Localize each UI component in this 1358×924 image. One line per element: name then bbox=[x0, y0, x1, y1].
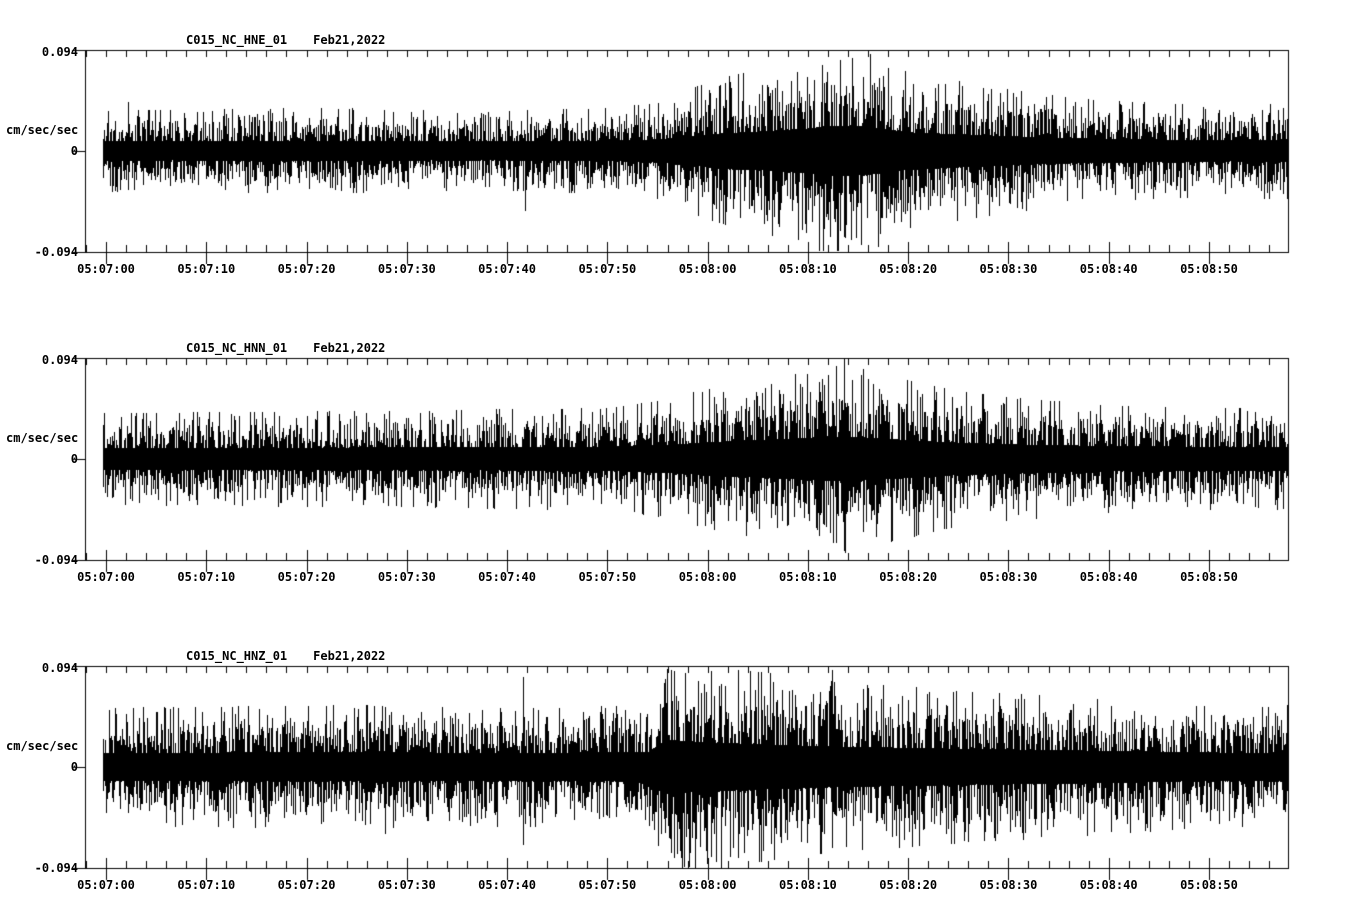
station-label: C015_NC_HNZ_01 bbox=[186, 649, 288, 663]
x-tick-label: 05:07:50 bbox=[578, 570, 637, 584]
x-tick-label: 05:07:40 bbox=[478, 570, 536, 584]
x-tick-label: 05:07:10 bbox=[177, 262, 236, 276]
x-tick-label: 05:07:30 bbox=[377, 262, 436, 276]
y-tick-min: -0.094 bbox=[34, 245, 78, 259]
x-tick-label: 05:07:50 bbox=[578, 878, 637, 892]
x-tick-label: 05:08:30 bbox=[979, 878, 1038, 892]
x-tick-label: 05:07:10 bbox=[177, 878, 236, 892]
time-axis-labels: 05:07:00 05:07:10 05:07:20 05:07:30 05:07:40… bbox=[0, 262, 1358, 278]
x-tick-label: 05:07:10 bbox=[177, 570, 236, 584]
x-tick-label: 05:08:30 bbox=[979, 570, 1038, 584]
x-tick-label: 05:07:40 bbox=[478, 878, 536, 892]
x-tick-label: 05:08:30 bbox=[979, 262, 1038, 276]
x-tick-label: 05:08:20 bbox=[879, 878, 938, 892]
x-tick-label: 05:08:10 bbox=[778, 262, 837, 276]
x-tick-label: 05:07:40 bbox=[478, 262, 536, 276]
trace-title: C015_NC_HNZ_01 Feb21,2022 bbox=[186, 649, 385, 663]
x-tick-label: 05:07:30 bbox=[377, 570, 436, 584]
y-tick-zero: 0 bbox=[70, 760, 78, 774]
station-label: C015_NC_HNN_01 bbox=[186, 341, 288, 355]
y-axis-units: cm/sec/sec bbox=[6, 431, 79, 445]
y-tick-max: 0.094 bbox=[41, 353, 78, 367]
x-tick-label: 05:08:50 bbox=[1180, 878, 1238, 892]
x-tick-label: 05:07:20 bbox=[277, 262, 336, 276]
station-label: C015_NC_HNE_01 bbox=[186, 33, 288, 47]
date-label: Feb21,2022 bbox=[313, 341, 386, 355]
x-tick-label: 05:08:50 bbox=[1180, 570, 1238, 584]
y-tick-min: -0.094 bbox=[34, 861, 78, 875]
y-axis-units: cm/sec/sec bbox=[6, 739, 79, 753]
trace-title: C015_NC_HNE_01 Feb21,2022 bbox=[186, 33, 385, 47]
x-tick-label: 05:08:20 bbox=[879, 262, 938, 276]
x-tick-label: 05:08:00 bbox=[678, 262, 737, 276]
x-tick-label: 05:07:00 bbox=[77, 262, 135, 276]
x-tick-label: 05:08:10 bbox=[778, 570, 837, 584]
x-tick-label: 05:08:40 bbox=[1079, 878, 1138, 892]
x-tick-label: 05:08:00 bbox=[678, 878, 737, 892]
x-tick-label: 05:08:00 bbox=[678, 570, 737, 584]
time-axis-labels: 05:07:00 05:07:10 05:07:20 05:07:30 05:07:40… bbox=[0, 570, 1358, 586]
seismogram-panel-hnz: C015_NC_HNZ_01 Feb21,2022 0.094 cm/sec/se… bbox=[0, 646, 1358, 924]
x-tick-label: 05:07:00 bbox=[77, 878, 135, 892]
x-tick-label: 05:08:10 bbox=[778, 878, 837, 892]
y-tick-max: 0.094 bbox=[41, 661, 78, 675]
seismogram-panel-hnn: C015_NC_HNN_01 Feb21,2022 0.094 cm/sec/se… bbox=[0, 338, 1358, 638]
trace-title: C015_NC_HNN_01 Feb21,2022 bbox=[186, 341, 385, 355]
x-tick-label: 05:08:20 bbox=[879, 570, 938, 584]
y-axis-units: cm/sec/sec bbox=[6, 123, 79, 137]
x-tick-label: 05:08:40 bbox=[1079, 570, 1138, 584]
x-tick-label: 05:07:30 bbox=[377, 878, 436, 892]
x-tick-label: 05:08:50 bbox=[1180, 262, 1238, 276]
x-tick-label: 05:08:40 bbox=[1079, 262, 1138, 276]
y-tick-zero: 0 bbox=[70, 144, 78, 158]
date-label: Feb21,2022 bbox=[313, 33, 386, 47]
y-tick-zero: 0 bbox=[70, 452, 78, 466]
y-tick-min: -0.094 bbox=[34, 553, 78, 567]
x-tick-label: 05:07:20 bbox=[277, 570, 336, 584]
date-label: Feb21,2022 bbox=[313, 649, 386, 663]
x-tick-label: 05:07:00 bbox=[77, 570, 135, 584]
x-tick-label: 05:07:20 bbox=[277, 878, 336, 892]
seismogram-panel-hne: C015_NC_HNE_01 Feb21,2022 0.094 cm/sec/se… bbox=[0, 30, 1358, 330]
time-axis-labels: 05:07:00 05:07:10 05:07:20 05:07:30 05:07:40… bbox=[0, 878, 1358, 894]
x-tick-label: 05:07:50 bbox=[578, 262, 637, 276]
y-tick-max: 0.094 bbox=[41, 45, 78, 59]
